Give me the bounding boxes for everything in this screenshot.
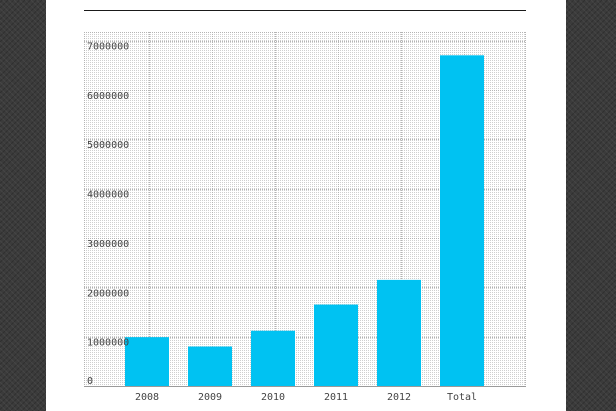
y-axis-ticks: 0 1000000 2000000 3000000 4000000 5000000 6000… <box>87 42 129 388</box>
bar-total <box>440 55 484 387</box>
x-tick-label: 2010 <box>261 392 285 403</box>
x-tick-label: 2012 <box>387 392 411 403</box>
x-axis-ticks: 2008 2009 2010 2011 2012 Total <box>135 392 477 403</box>
x-tick-label: Total <box>447 392 477 403</box>
bar-2010 <box>251 330 295 386</box>
y-tick-label: 6000000 <box>87 91 129 102</box>
y-tick-label: 4000000 <box>87 190 129 201</box>
y-tick-label: 5000000 <box>87 140 129 151</box>
y-tick-label: 3000000 <box>87 239 129 250</box>
bars <box>125 55 484 387</box>
bar-2008 <box>125 337 169 386</box>
header-divider <box>84 10 526 11</box>
y-tick-label: 1000000 <box>87 338 129 349</box>
y-tick-label: 7000000 <box>87 42 129 53</box>
y-tick-label: 2000000 <box>87 288 129 299</box>
x-tick-label: 2011 <box>324 392 348 403</box>
bar-2011 <box>314 304 358 386</box>
bar-2012 <box>377 279 421 386</box>
x-tick-label: 2009 <box>198 392 222 403</box>
x-tick-label: 2008 <box>135 392 159 403</box>
bar-2009 <box>188 346 232 386</box>
y-tick-label: 0 <box>87 376 93 387</box>
